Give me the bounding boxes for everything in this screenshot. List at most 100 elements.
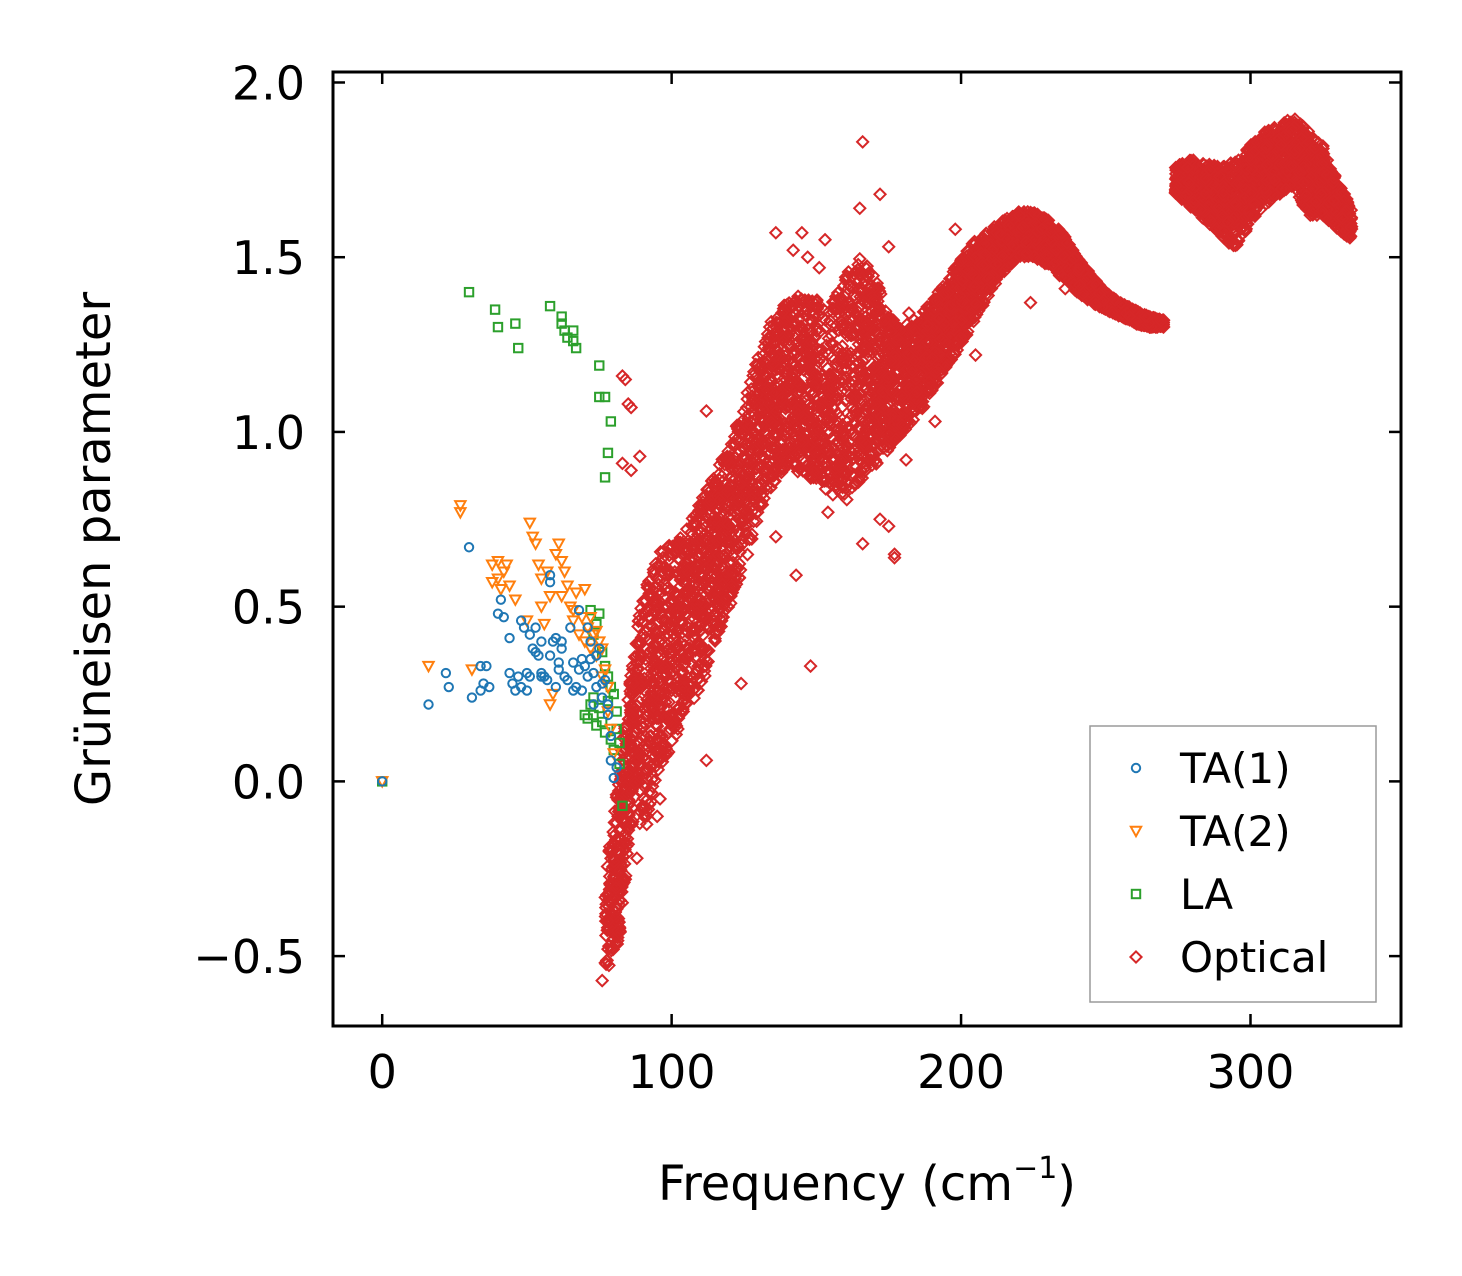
optical-point — [938, 334, 953, 349]
optical-point — [724, 470, 739, 485]
optical-point — [806, 465, 821, 480]
optical-point — [733, 421, 748, 436]
optical-point — [778, 364, 793, 379]
optical-point — [611, 783, 626, 798]
optical-point — [609, 815, 624, 830]
optical-point — [784, 374, 799, 389]
optical-point — [707, 519, 722, 534]
optical-point — [824, 328, 839, 343]
optical-point — [842, 375, 857, 390]
optical-point — [679, 563, 694, 578]
optical-point — [852, 402, 867, 417]
optical-point — [724, 437, 739, 452]
optical-point — [795, 379, 810, 394]
optical-point — [828, 461, 843, 476]
optical-point — [1080, 291, 1095, 306]
optical-point — [825, 336, 840, 351]
optical-point — [637, 671, 652, 686]
optical-point — [855, 353, 870, 368]
optical-point — [635, 750, 650, 765]
optical-point — [940, 279, 955, 294]
optical-point — [866, 288, 881, 303]
optical-point — [839, 346, 854, 361]
optical-point — [851, 440, 866, 455]
optical-point — [916, 399, 931, 414]
optical-point — [801, 404, 816, 419]
optical-point — [664, 675, 679, 690]
optical-point — [926, 303, 941, 318]
optical-point — [805, 294, 820, 309]
optical-point — [866, 337, 881, 352]
optical-point — [686, 588, 701, 603]
optical-point — [881, 370, 896, 385]
optical-point — [1144, 320, 1159, 335]
optical-point — [768, 419, 783, 434]
optical-point — [839, 378, 854, 393]
optical-point — [662, 584, 677, 599]
optical-point — [651, 754, 666, 769]
optical-point — [693, 575, 708, 590]
optical-point — [660, 600, 675, 615]
optical-point — [728, 433, 743, 448]
optical-point — [708, 512, 723, 527]
optical-point — [834, 290, 849, 305]
optical-point — [652, 573, 667, 588]
optical-point — [840, 319, 855, 334]
optical-point — [1004, 231, 1020, 246]
optical-point — [712, 472, 727, 487]
optical-point — [812, 446, 827, 461]
optical-point — [643, 609, 658, 624]
optical-point — [740, 547, 755, 562]
optical-point — [691, 522, 706, 537]
optical-point — [831, 447, 846, 462]
optical-point — [1019, 245, 1034, 260]
optical-point — [599, 953, 615, 968]
optical-point — [909, 392, 924, 407]
optical-point — [722, 534, 737, 549]
optical-point — [790, 464, 805, 479]
optical-point — [778, 367, 793, 382]
optical-point — [863, 452, 878, 467]
optical-point — [810, 341, 825, 356]
optical-point — [764, 329, 779, 344]
optical-point — [726, 565, 741, 580]
optical-point — [705, 537, 720, 552]
optical-point — [750, 469, 765, 484]
optical-point — [714, 619, 729, 634]
optical-point — [821, 304, 836, 319]
optical-point — [660, 710, 675, 725]
optical-point — [699, 643, 714, 658]
optical-point — [698, 532, 713, 547]
optical-point — [938, 360, 953, 375]
optical-point — [808, 375, 823, 390]
optical-point — [954, 313, 969, 328]
optical-point — [710, 619, 725, 634]
optical-point — [947, 345, 962, 360]
optical-point — [797, 304, 812, 319]
optical-point — [791, 403, 806, 418]
optical-point — [609, 881, 624, 896]
optical-point — [860, 259, 875, 274]
optical-point — [722, 539, 737, 554]
optical-point — [639, 817, 654, 832]
optical-point — [1073, 257, 1088, 272]
optical-point — [670, 721, 685, 736]
optical-point — [781, 380, 796, 395]
optical-point — [708, 558, 723, 573]
optical-point — [621, 787, 636, 802]
optical-point — [751, 350, 766, 365]
optical-point — [814, 402, 829, 417]
optical-point — [979, 226, 994, 241]
optical-point — [671, 640, 686, 655]
optical-point — [933, 306, 948, 321]
optical-point — [872, 433, 887, 448]
optical-point — [662, 695, 677, 710]
optical-point — [869, 455, 884, 470]
optical-point — [827, 302, 842, 317]
optical-point — [1012, 208, 1027, 223]
optical-point — [1027, 249, 1042, 264]
optical-point — [801, 456, 816, 471]
optical-point — [786, 455, 801, 470]
optical-point — [632, 608, 647, 623]
